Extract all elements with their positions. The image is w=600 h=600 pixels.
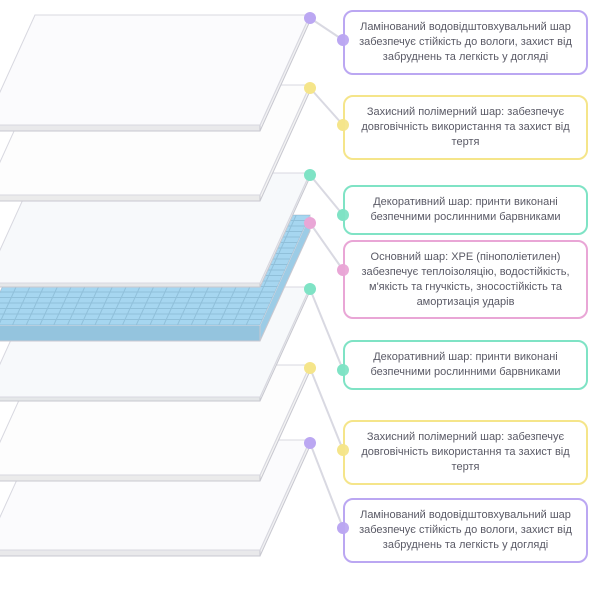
connector-line <box>310 443 343 528</box>
callout-text: Ламінований водовідштовхувальний шар заб… <box>359 21 572 63</box>
cb-top-laminated: Ламінований водовідштовхувальний шар заб… <box>343 10 588 75</box>
cb-bottom-polymer: Захисний полімерний шар: забезпечує довг… <box>343 420 588 485</box>
layer-top-laminated <box>0 125 260 131</box>
connector-dot-layer <box>304 437 316 449</box>
layer-top-decor <box>0 283 260 287</box>
connector-line <box>310 368 343 450</box>
connector-dot-layer <box>304 283 316 295</box>
layer-top-polymer <box>0 195 260 201</box>
layer-bottom-decor <box>0 397 260 401</box>
connector-dot-layer <box>304 12 316 24</box>
connector-line <box>310 289 343 370</box>
connector-line <box>310 175 343 215</box>
callout-text: Основний шар: XPE (пінополіетилен) забез… <box>361 251 569 308</box>
diagram-root: Ламінований водовідштовхувальний шар заб… <box>0 0 600 600</box>
layer-top-laminated <box>0 15 310 125</box>
cb-bottom-decor: Декоративний шар: принти виконані безпеч… <box>343 340 588 390</box>
connector-line <box>310 88 343 125</box>
connector-dot-layer <box>304 169 316 181</box>
connector-dot-layer <box>304 362 316 374</box>
cb-top-decor: Декоративний шар: принти виконані безпеч… <box>343 185 588 235</box>
callout-text: Захисний полімерний шар: забезпечує довг… <box>361 431 569 473</box>
cb-bottom-laminated: Ламінований водовідштовхувальний шар заб… <box>343 498 588 563</box>
callout-text: Декоративний шар: принти виконані безпеч… <box>370 351 560 378</box>
layer-bottom-polymer <box>0 475 260 481</box>
callout-text: Захисний полімерний шар: забезпечує довг… <box>361 106 569 148</box>
layer-core-xpe <box>0 325 260 341</box>
callout-text: Декоративний шар: принти виконані безпеч… <box>370 196 560 223</box>
connector-line <box>310 223 343 270</box>
connector-dot-layer <box>304 82 316 94</box>
layer-bottom-laminated <box>0 550 260 556</box>
connector-dot-layer <box>304 217 316 229</box>
callout-text: Ламінований водовідштовхувальний шар заб… <box>359 509 572 551</box>
cb-core: Основний шар: XPE (пінополіетилен) забез… <box>343 240 588 319</box>
cb-top-polymer: Захисний полімерний шар: забезпечує довг… <box>343 95 588 160</box>
